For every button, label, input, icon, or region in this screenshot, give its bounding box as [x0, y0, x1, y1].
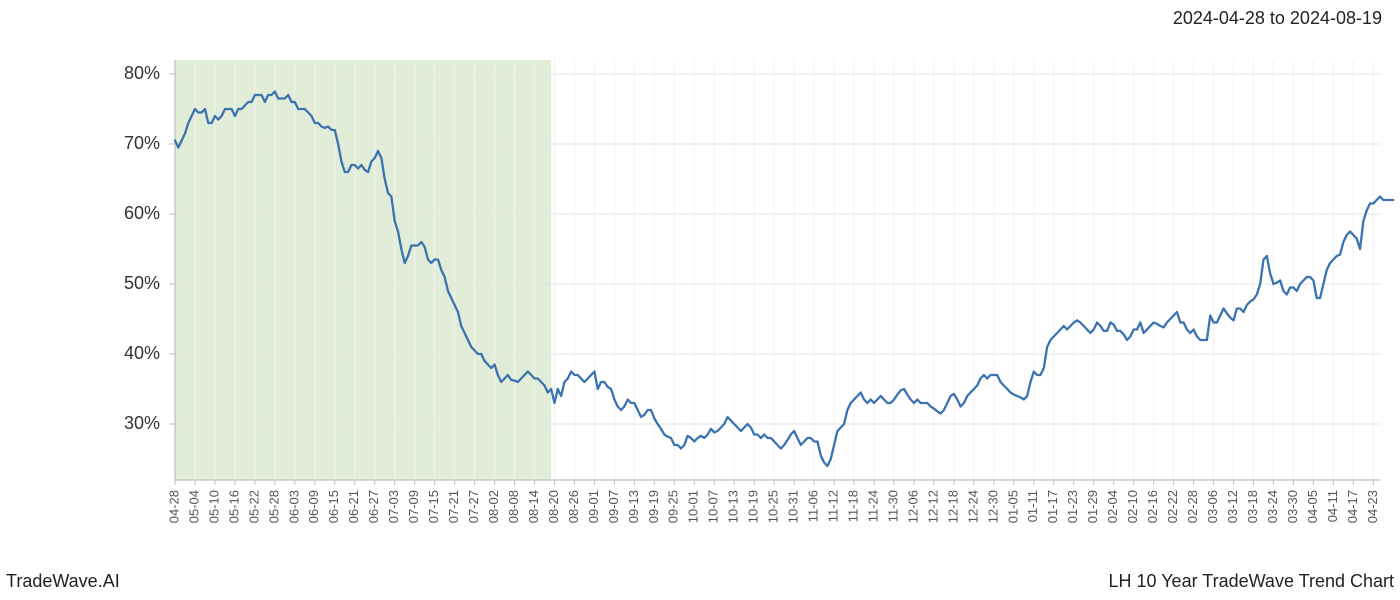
x-tick-label: 07-09: [406, 490, 421, 523]
x-tick-label: 05-10: [206, 490, 221, 523]
x-tick-label: 04-17: [1345, 490, 1360, 523]
x-tick-label: 08-14: [526, 490, 541, 523]
x-tick-label: 05-22: [246, 490, 261, 523]
x-tick-label: 05-04: [186, 490, 201, 523]
x-tick-label: 11-18: [845, 490, 860, 522]
x-tick-label: 10-19: [746, 490, 761, 523]
x-tick-label: 10-01: [686, 490, 701, 523]
x-tick-label: 12-06: [905, 490, 920, 523]
x-tick-label: 04-05: [1305, 490, 1320, 523]
trend-chart: 30% 40% 50% 60% 70% 80% 04-28 05-04 05-10 05-16 05…: [0, 0, 1400, 600]
y-tick-label: 70%: [124, 133, 160, 153]
x-tick-label: 08-20: [546, 490, 561, 523]
x-tick-label: 02-10: [1125, 490, 1140, 523]
x-tick-label: 08-02: [486, 490, 501, 523]
x-tick-label: 05-28: [266, 490, 281, 523]
x-tick-label: 08-08: [506, 490, 521, 523]
x-tick-label: 04-11: [1325, 490, 1340, 522]
x-tick-label: 09-25: [666, 490, 681, 523]
x-tick-label: 06-15: [326, 490, 341, 523]
x-tick-label: 12-18: [945, 490, 960, 523]
x-tick-label: 09-13: [626, 490, 641, 523]
x-tick-label: 11-12: [826, 490, 841, 522]
x-tick-label: 09-07: [606, 490, 621, 523]
x-tick-label: 09-01: [586, 490, 601, 523]
x-tick-label: 03-24: [1265, 490, 1280, 523]
x-tick-label: 10-07: [706, 490, 721, 523]
chart-container: 2024-04-28 to 2024-08-19 30%40%50%60%70%…: [0, 0, 1400, 600]
y-tick-label: 30%: [124, 413, 160, 433]
x-tick-label: 03-12: [1225, 490, 1240, 523]
x-tick-label: 07-03: [386, 490, 401, 523]
x-tick-label: 03-30: [1285, 490, 1300, 523]
x-tick-label: 10-31: [786, 490, 801, 523]
x-tick-label: 02-16: [1145, 490, 1160, 523]
x-tick-label: 07-15: [426, 490, 441, 523]
x-tick-label: 11-24: [865, 490, 880, 522]
x-tick-label: 07-27: [466, 490, 481, 523]
y-tick-label: 60%: [124, 203, 160, 223]
x-tick-label: 12-30: [985, 490, 1000, 523]
x-tick-label: 07-21: [446, 490, 461, 523]
x-tick-label: 03-18: [1245, 490, 1260, 523]
x-tick-label: 11-06: [806, 490, 821, 522]
x-tick-label: 06-09: [306, 490, 321, 523]
x-tick-label: 03-06: [1205, 490, 1220, 523]
chart-title: LH 10 Year TradeWave Trend Chart: [1109, 571, 1395, 592]
x-tick-label: 01-23: [1065, 490, 1080, 523]
x-tick-label: 06-21: [346, 490, 361, 523]
x-tick-label: 02-04: [1105, 490, 1120, 523]
y-tick-label: 50%: [124, 273, 160, 293]
x-tick-label: 06-03: [286, 490, 301, 523]
x-tick-label: 04-23: [1365, 490, 1380, 523]
x-tick-label: 10-13: [726, 490, 741, 523]
y-tick-label: 40%: [124, 343, 160, 363]
x-tick-label: 01-29: [1085, 490, 1100, 523]
x-tick-label: 01-11: [1025, 490, 1040, 522]
x-tick-label: 09-19: [646, 490, 661, 523]
x-tick-label: 04-28: [166, 490, 181, 523]
x-tick-label: 12-24: [965, 490, 980, 523]
x-tick-label: 10-25: [766, 490, 781, 523]
x-tick-label: 01-17: [1045, 490, 1060, 523]
x-tick-label: 05-16: [226, 490, 241, 523]
y-tick-label: 80%: [124, 63, 160, 83]
x-tick-label: 01-05: [1005, 490, 1020, 523]
x-tick-label: 11-30: [885, 490, 900, 522]
x-tick-label: 12-12: [925, 490, 940, 523]
x-tick-label: 08-26: [566, 490, 581, 523]
brand-label: TradeWave.AI: [6, 571, 120, 592]
x-tick-label: 02-22: [1165, 490, 1180, 523]
x-tick-label: 06-27: [366, 490, 381, 523]
x-tick-label: 02-28: [1185, 490, 1200, 523]
